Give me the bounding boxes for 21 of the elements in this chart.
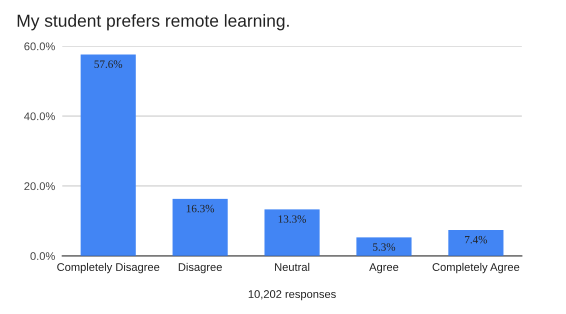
y-tick-label: 0.0% [30,252,55,260]
x-axis-title: 10,202 responses [248,290,336,300]
x-tick-label: Neutral [275,262,310,272]
bar [448,230,504,256]
data-label: 13.3% [278,215,306,223]
x-tick-label: Completely Disagree [57,262,160,274]
bar [172,198,228,256]
bar [356,237,412,256]
y-tick-label: 20.0% [24,182,55,190]
data-label: 7.4% [465,236,488,244]
bar [80,54,136,256]
y-tick-label: 40.0% [24,112,55,120]
x-tick-label: Disagree [178,262,222,274]
data-label: 57.6% [94,60,122,68]
x-tick-label: Agree [369,263,398,274]
chart-title: My student prefers remote learning. [18,14,289,30]
bar [264,209,320,256]
data-label: 16.3% [186,204,214,212]
y-tick-label: 60.0% [24,42,55,50]
data-label: 5.3% [373,243,396,251]
x-tick-label: Completely Agree [432,262,520,274]
